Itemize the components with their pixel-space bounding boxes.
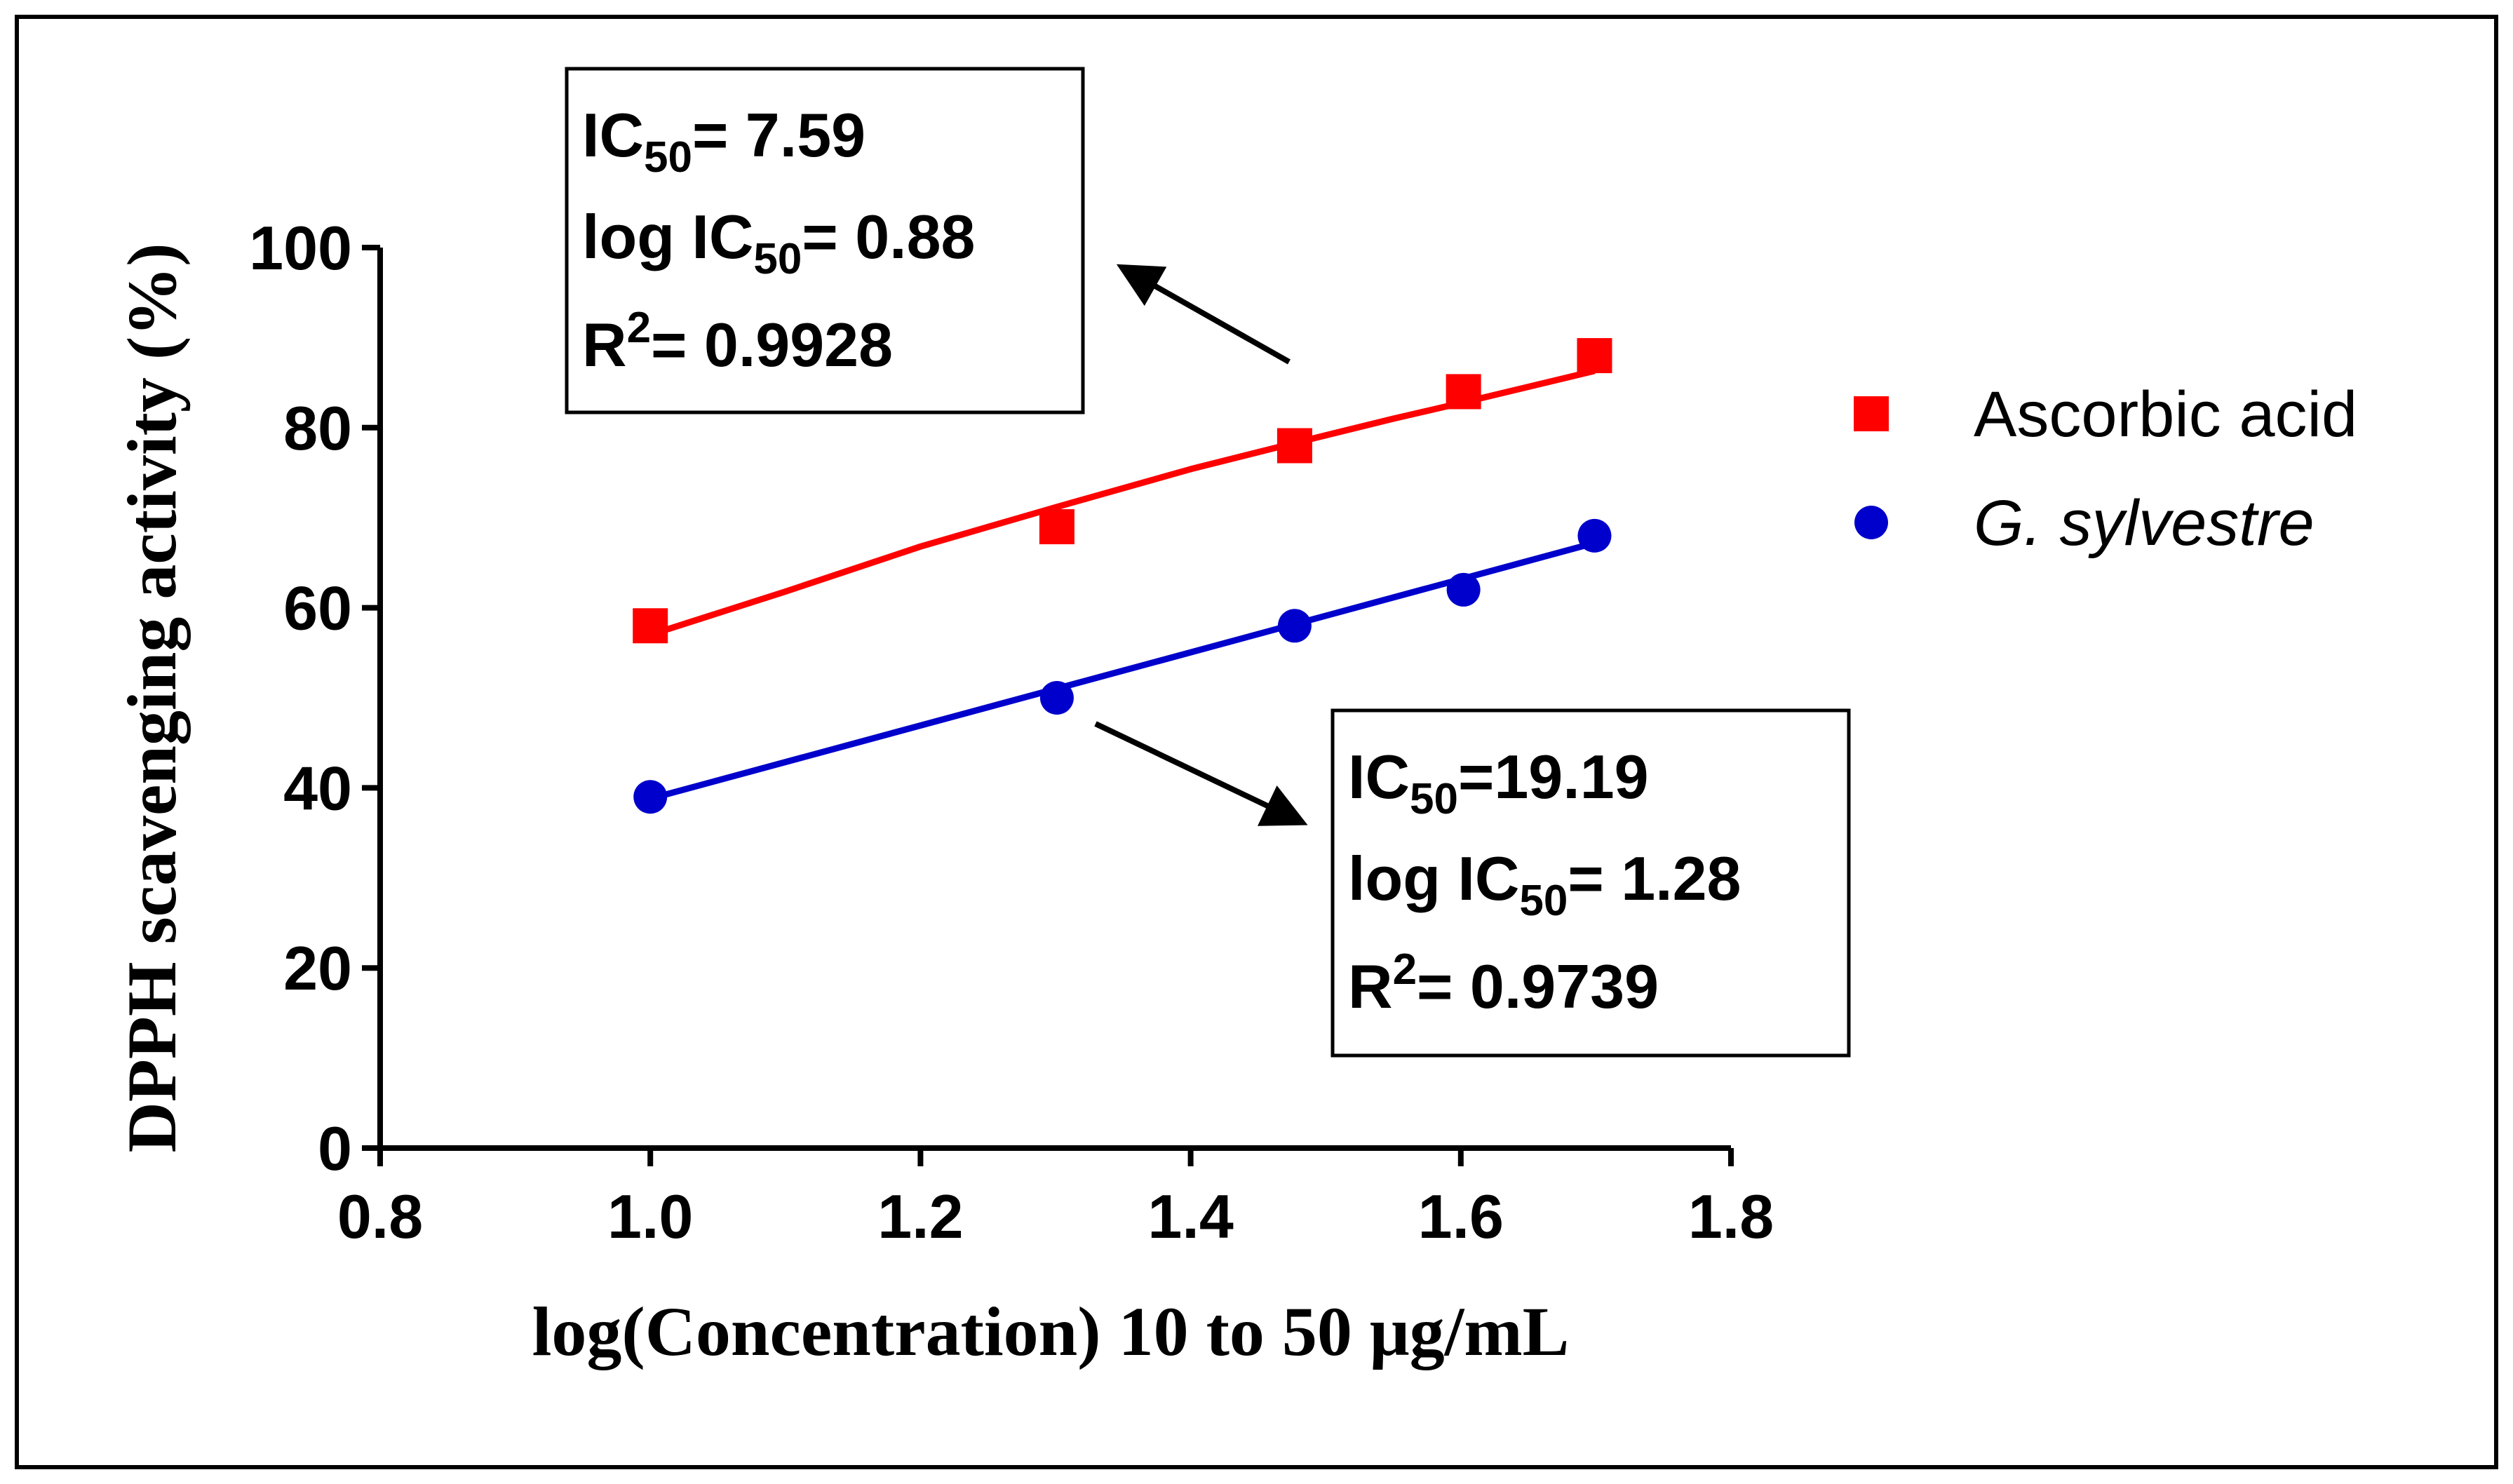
axes: 0 20 40 60 80 100 0.8 1.0 1.2 1.4 1.6 1.8 bbox=[249, 213, 1774, 1251]
annotation-subscript: 50 bbox=[753, 235, 802, 283]
legend: Ascorbic acid G. sylvestre bbox=[1854, 379, 2357, 559]
annotation-value: = 0.9928 bbox=[651, 310, 893, 379]
data-point-circle bbox=[1277, 609, 1312, 643]
legend-marker-circle bbox=[1854, 506, 1888, 539]
annotation-box-1 bbox=[1330, 708, 1851, 1058]
legend-marker-square bbox=[1854, 396, 1889, 431]
annotation-value: = 1.28 bbox=[1568, 844, 1741, 913]
y-tick-label: 40 bbox=[283, 753, 352, 823]
annotation-value: = 0.9739 bbox=[1417, 952, 1659, 1021]
data-point-square bbox=[1276, 428, 1312, 464]
fit-curves bbox=[649, 367, 1596, 802]
y-tick-label: 100 bbox=[249, 213, 352, 283]
annotation-superscript: 2 bbox=[627, 304, 651, 352]
x-tick-label: 1.2 bbox=[877, 1182, 963, 1251]
annotation-line: IC50= 7.59 bbox=[582, 100, 865, 182]
y-tick-label: 0 bbox=[318, 1114, 352, 1183]
annotation-subscript: 50 bbox=[1519, 877, 1568, 925]
annotation-label: IC bbox=[1348, 742, 1410, 811]
annotation-line: IC50=19.19 bbox=[1348, 742, 1649, 823]
y-axis-title: DPPH scavenging activity (%) bbox=[113, 243, 191, 1152]
data-point-square bbox=[1039, 509, 1074, 545]
annotation-line: R2= 0.9739 bbox=[1348, 945, 1659, 1021]
annotation-label: IC bbox=[582, 100, 644, 170]
y-tick-label: 20 bbox=[283, 933, 352, 1003]
x-axis-title: log(Concentration) 10 to 50 μg/mL bbox=[532, 1293, 1570, 1370]
data-point-square bbox=[1446, 374, 1481, 410]
data-point-circle bbox=[1039, 681, 1074, 715]
annotation-subscript: 50 bbox=[1410, 775, 1458, 823]
annotation-arrow-1 bbox=[1094, 721, 1308, 826]
data-point-circle bbox=[1577, 518, 1612, 553]
data-point-square bbox=[633, 608, 668, 644]
annotation-box-0 bbox=[565, 67, 1085, 414]
fit-curve-0 bbox=[649, 367, 1596, 638]
y-tick-label: 60 bbox=[283, 574, 352, 643]
annotation-subscript: 50 bbox=[644, 133, 692, 182]
annotation-value: =19.19 bbox=[1458, 742, 1649, 811]
x-tick-label: 1.4 bbox=[1147, 1182, 1233, 1251]
annotation-label: R bbox=[1348, 952, 1393, 1021]
x-tick-label: 1.6 bbox=[1418, 1182, 1504, 1251]
x-tick-label: 1.8 bbox=[1688, 1182, 1774, 1251]
annotation-value: = 7.59 bbox=[692, 100, 865, 170]
outer-frame bbox=[15, 15, 2498, 1469]
data-points bbox=[633, 338, 1612, 814]
annotation-arrow-0 bbox=[1116, 264, 1291, 365]
annotation-line: log IC50= 1.28 bbox=[1348, 844, 1741, 925]
annotation-value: = 0.88 bbox=[802, 202, 975, 271]
y-tick-label: 80 bbox=[283, 393, 352, 463]
legend-label: G. sylvestre bbox=[1974, 487, 2315, 559]
x-tick-label: 0.8 bbox=[337, 1182, 423, 1251]
legend-label: Ascorbic acid bbox=[1974, 379, 2357, 450]
annotation-line: log IC50= 0.88 bbox=[582, 202, 976, 283]
annotation-label: log IC bbox=[582, 202, 753, 271]
annotation-line: R2= 0.9928 bbox=[582, 304, 893, 379]
x-tick-label: 1.0 bbox=[607, 1182, 693, 1251]
annotation-superscript: 2 bbox=[1393, 945, 1417, 994]
annotation-label: log IC bbox=[1348, 844, 1519, 913]
fit-curve-1 bbox=[649, 539, 1596, 802]
data-point-circle bbox=[1446, 572, 1481, 607]
data-point-square bbox=[1577, 338, 1612, 374]
annotation-label: R bbox=[582, 310, 627, 379]
data-point-circle bbox=[633, 780, 668, 814]
